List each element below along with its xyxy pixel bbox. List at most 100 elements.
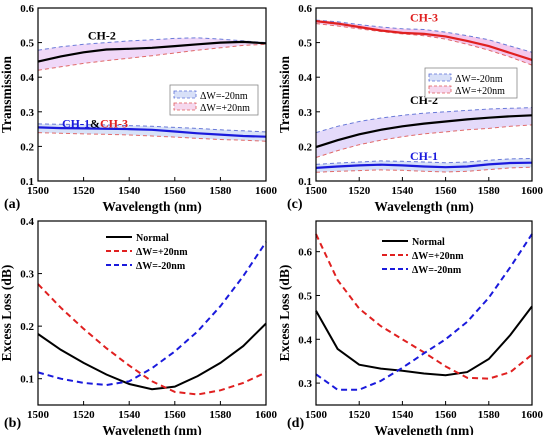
x-tick-label: 1580 — [478, 409, 501, 421]
y-tick-label: 0.3 — [20, 269, 34, 281]
x-tick-label: 1500 — [305, 185, 328, 197]
chart-panel-0: 1500 1520 1540 1560 1580 1600 0.1 0.2 0.3 0.4 0.5 0… — [0, 3, 278, 214]
series-line — [37, 241, 267, 387]
x-tick-label: 1500 — [305, 409, 328, 421]
y-axis-label: Excess Loss (dB) — [0, 265, 14, 362]
x-tick-label: 1600 — [521, 185, 544, 197]
series-line-minus20 — [315, 158, 533, 165]
channel-annotation: CH-2 — [88, 29, 116, 43]
series-line — [37, 283, 267, 396]
plot-frame — [37, 220, 267, 406]
chart-panel-3: 1500 1520 1540 1560 1580 1600 0.3 0.4 0.5 0.6 Wave… — [277, 220, 544, 435]
y-tick-label: 0.2 — [298, 141, 312, 153]
y-tick-label: 0.3 — [298, 107, 312, 119]
legend-label: ΔW=+20nm — [412, 251, 464, 262]
panel-label: (a) — [4, 197, 21, 212]
legend-swatch — [428, 85, 452, 94]
channel-annotation: CH-1&CH-3 — [62, 117, 128, 131]
channel-annotation: CH-3 — [410, 11, 438, 25]
y-tick-label: 0.5 — [298, 290, 312, 302]
x-axis-label: Wavelength (nm) — [374, 423, 473, 435]
legend-label: ΔW=-20nm — [200, 91, 248, 102]
annotation-part: CH-1 — [62, 117, 90, 131]
series-line-minus20 — [315, 19, 533, 53]
series-line-plus20 — [315, 166, 533, 173]
legend-label: ΔW=-20nm — [412, 265, 462, 276]
y-tick-label: 0.1 — [20, 176, 34, 188]
chart-panel-2: 1500 1520 1540 1560 1580 1600 0.1 0.2 0.3 0.4 0.5 0… — [277, 3, 544, 214]
y-tick-label: 0.3 — [20, 107, 34, 119]
y-tick-label: 0.3 — [298, 378, 312, 390]
y-tick-label: 0.1 — [298, 176, 312, 188]
x-tick-label: 1540 — [391, 185, 414, 197]
y-tick-label: 0.4 — [298, 72, 312, 84]
annotation-part: CH-3 — [410, 11, 438, 25]
series-line-plus20 — [315, 23, 533, 66]
x-tick-label: 1520 — [348, 185, 371, 197]
y-tick-label: 0.1 — [20, 374, 34, 386]
panel-label: (d) — [287, 416, 304, 431]
series-line-main — [37, 126, 267, 138]
x-tick-label: 1500 — [27, 185, 50, 197]
y-tick-label: 0.2 — [20, 141, 34, 153]
channel-annotation: CH-1 — [410, 149, 438, 163]
chart-panel-1: 1500 1520 1540 1560 1580 1600 0.1 0.2 0.3 0.4 Wave… — [0, 216, 278, 435]
series-line — [37, 322, 267, 391]
legend-label: Normal — [136, 233, 169, 244]
x-tick-label: 1500 — [27, 409, 50, 421]
x-axis-label: Wavelength (nm) — [102, 423, 201, 435]
x-tick-label: 1520 — [73, 185, 96, 197]
legend: Normal ΔW=+20nm ΔW=-20nm — [382, 237, 464, 276]
x-tick-label: 1580 — [478, 185, 501, 197]
y-tick-label: 0.6 — [298, 247, 312, 259]
y-tick-label: 0.2 — [20, 321, 34, 333]
annotation-part: CH-3 — [100, 117, 128, 131]
panel-label: (c) — [287, 197, 303, 212]
series-line-main — [315, 161, 533, 169]
y-axis-label: Transmission — [0, 56, 14, 134]
x-tick-label: 1540 — [118, 409, 141, 421]
series-line-minus20 — [37, 37, 267, 51]
legend-label: ΔW=+20nm — [200, 103, 250, 114]
series-line-minus20 — [315, 107, 533, 134]
series-line-main — [37, 40, 267, 63]
series-line-main — [315, 114, 533, 149]
series-line-main — [315, 20, 533, 61]
series-line-plus20 — [315, 124, 533, 158]
series-line-minus20 — [37, 123, 267, 133]
x-axis-label: Wavelength (nm) — [102, 199, 201, 214]
legend-swatch — [428, 73, 452, 82]
x-tick-label: 1560 — [435, 409, 458, 421]
series-line-plus20 — [37, 132, 267, 142]
legend-label: ΔW=-20nm — [136, 261, 186, 272]
legend-label: ΔW=-20nm — [455, 74, 503, 85]
x-tick-label: 1600 — [255, 409, 278, 421]
band-fill — [38, 37, 266, 71]
legend: Normal ΔW=+20nm ΔW=-20nm — [106, 233, 188, 272]
x-tick-label: 1520 — [73, 409, 96, 421]
x-tick-label: 1540 — [118, 185, 141, 197]
x-tick-label: 1560 — [164, 185, 187, 197]
x-tick-label: 1580 — [209, 185, 232, 197]
panel-label: (b) — [4, 416, 21, 431]
y-tick-label: 0.4 — [20, 72, 34, 84]
legend-swatch — [173, 90, 197, 99]
x-tick-label: 1580 — [209, 409, 232, 421]
x-tick-label: 1560 — [435, 185, 458, 197]
y-tick-label: 0.4 — [298, 334, 312, 346]
series-line — [315, 305, 533, 377]
x-tick-label: 1600 — [255, 185, 278, 197]
x-tick-label: 1600 — [521, 409, 544, 421]
annotation-part: CH-1 — [410, 149, 438, 163]
y-tick-label: 0.4 — [20, 216, 34, 228]
x-axis-label: Wavelength (nm) — [374, 199, 473, 214]
plot-frame — [315, 220, 533, 406]
y-axis-label: Transmission — [277, 56, 292, 134]
y-tick-label: 0.5 — [298, 38, 312, 50]
x-tick-label: 1520 — [348, 409, 371, 421]
annotation-part: CH-2 — [88, 29, 116, 43]
y-tick-label: 0.5 — [20, 38, 34, 50]
legend-swatch — [173, 102, 197, 111]
